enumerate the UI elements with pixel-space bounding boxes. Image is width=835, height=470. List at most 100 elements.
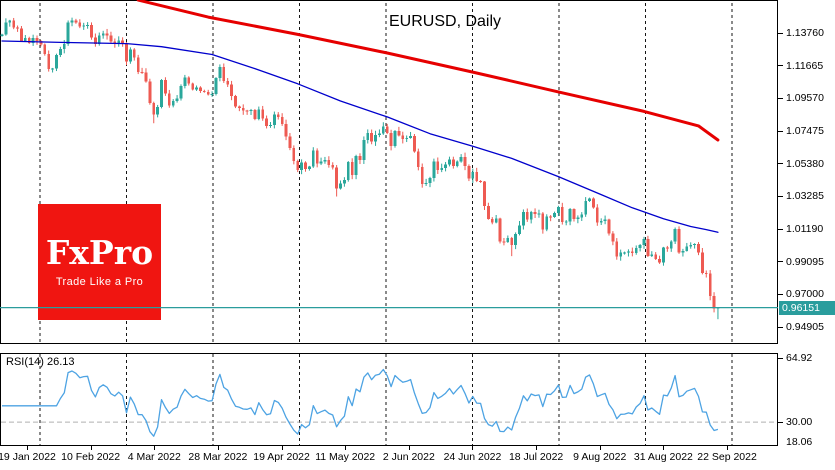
bear-candle bbox=[389, 133, 393, 147]
bear-candle bbox=[261, 109, 265, 119]
price-axis-label: 1.07475 bbox=[786, 125, 824, 137]
price-axis-label: 1.11665 bbox=[786, 59, 824, 72]
bear-candle bbox=[397, 130, 401, 136]
date-axis-tick bbox=[281, 446, 283, 450]
medium-term-ma-line bbox=[1, 40, 719, 233]
bear-candle bbox=[265, 118, 268, 126]
bear-candle bbox=[121, 40, 125, 44]
bear-candle bbox=[436, 161, 440, 171]
bull-candle bbox=[521, 212, 525, 226]
date-axis-tick bbox=[90, 446, 92, 450]
bear-candle bbox=[292, 148, 296, 161]
bear-candle bbox=[549, 216, 553, 218]
bear-candle bbox=[136, 57, 140, 73]
bear-candle bbox=[358, 155, 362, 160]
bull-candle bbox=[210, 94, 214, 96]
bull-candle bbox=[459, 156, 463, 162]
bull-candle bbox=[195, 87, 198, 90]
bull-candle bbox=[374, 134, 377, 142]
bear-candle bbox=[467, 166, 471, 179]
date-axis-tick bbox=[345, 446, 347, 450]
bull-candle bbox=[693, 243, 696, 246]
bear-candle bbox=[463, 156, 467, 167]
bear-candle bbox=[498, 218, 502, 242]
bear-candle bbox=[630, 251, 634, 254]
bull-candle bbox=[662, 247, 665, 263]
bull-candle bbox=[82, 25, 86, 27]
rsi-indicator-label: RSI(14) 26.13 bbox=[6, 356, 75, 368]
bear-candle bbox=[350, 161, 354, 176]
bear-candle bbox=[144, 72, 148, 82]
bear-candle bbox=[43, 44, 47, 55]
bull-candle bbox=[218, 66, 222, 79]
bull-candle bbox=[272, 114, 276, 126]
bear-candle bbox=[234, 96, 237, 107]
bear-candle bbox=[191, 83, 195, 90]
bull-candle bbox=[634, 247, 638, 254]
bull-candle bbox=[354, 155, 358, 176]
bull-candle bbox=[506, 238, 510, 242]
date-axis-label: 11 May 2022 bbox=[315, 451, 376, 463]
date-axis-label: 19 Apr 2022 bbox=[253, 451, 310, 463]
bear-candle bbox=[276, 114, 280, 117]
bear-candle bbox=[560, 206, 564, 222]
bull-candle bbox=[584, 201, 588, 215]
bear-candle bbox=[572, 209, 576, 220]
bull-candle bbox=[156, 107, 160, 115]
bear-candle bbox=[288, 136, 292, 149]
bear-candle bbox=[370, 132, 374, 142]
bull-candle bbox=[393, 130, 397, 147]
bear-candle bbox=[533, 212, 537, 215]
bull-candle bbox=[362, 139, 366, 160]
bear-candle bbox=[401, 135, 405, 140]
bull-candle bbox=[471, 172, 475, 179]
bull-candle bbox=[0, 34, 4, 36]
bull-candle bbox=[514, 233, 518, 245]
date-axis-tick bbox=[599, 446, 601, 450]
bull-candle bbox=[66, 22, 70, 45]
rsi-axis-label: 64.92 bbox=[786, 352, 813, 364]
bull-candle bbox=[405, 137, 409, 140]
bear-candle bbox=[700, 252, 704, 273]
bull-candle bbox=[70, 20, 74, 23]
bear-candle bbox=[237, 106, 241, 109]
bull-candle bbox=[568, 209, 572, 222]
bear-candle bbox=[39, 40, 43, 45]
bear-candle bbox=[280, 116, 284, 124]
current-price-tag: 0.96151 bbox=[779, 301, 835, 315]
bull-candle bbox=[623, 252, 626, 254]
bull-candle bbox=[669, 241, 673, 249]
bear-candle bbox=[296, 160, 300, 170]
bear-candle bbox=[595, 207, 599, 223]
rsi-line bbox=[2, 368, 719, 437]
bull-candle bbox=[8, 20, 12, 23]
date-axis-label: 19 Jan 2022 bbox=[0, 451, 56, 463]
bull-candle bbox=[346, 161, 350, 180]
date-axis-label: 31 Aug 2022 bbox=[633, 451, 693, 463]
date-axis-label: 22 Sep 2022 bbox=[697, 451, 757, 463]
bear-candle bbox=[164, 79, 167, 94]
bull-candle bbox=[537, 213, 541, 215]
price-axis-tick bbox=[778, 130, 783, 132]
bear-candle bbox=[167, 93, 171, 106]
bull-candle bbox=[428, 178, 432, 184]
price-axis-tick bbox=[778, 261, 783, 263]
price-axis-tick bbox=[778, 163, 783, 165]
bull-candle bbox=[269, 125, 272, 127]
bull-candle bbox=[307, 166, 311, 169]
bull-candle bbox=[58, 49, 62, 55]
bull-candle bbox=[564, 221, 568, 223]
bull-candle bbox=[545, 216, 549, 230]
bear-candle bbox=[486, 206, 490, 219]
date-axis-tick bbox=[536, 446, 538, 450]
bull-candle bbox=[366, 132, 370, 140]
price-panel-frame bbox=[0, 0, 778, 344]
bear-candle bbox=[12, 20, 16, 28]
bear-candle bbox=[125, 43, 128, 62]
bull-candle bbox=[23, 37, 27, 42]
bull-candle bbox=[685, 246, 689, 251]
date-axis-tick bbox=[727, 446, 729, 450]
bull-candle bbox=[518, 225, 521, 234]
bull-candle bbox=[444, 164, 447, 168]
